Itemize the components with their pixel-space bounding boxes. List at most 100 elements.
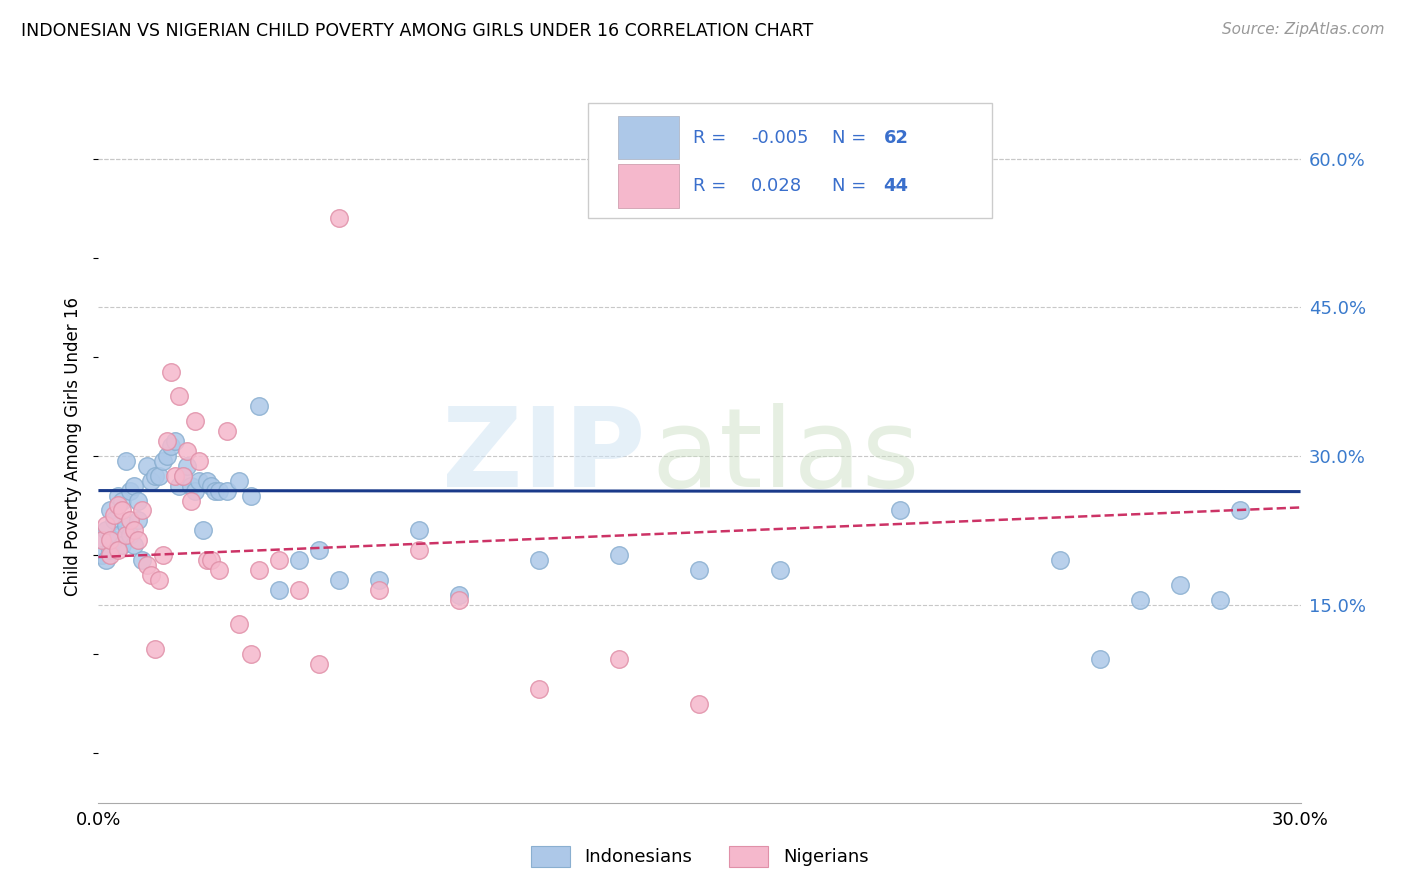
- Point: [100, 533, 122, 548]
- Point: [308, 657, 330, 671]
- Point: [103, 508, 125, 523]
- Legend: Indonesians, Nigerians: Indonesians, Nigerians: [522, 837, 877, 876]
- Text: atlas: atlas: [651, 403, 920, 510]
- Y-axis label: Child Poverty Among Girls Under 16: Child Poverty Among Girls Under 16: [65, 296, 83, 596]
- Point: [368, 573, 391, 587]
- Point: [159, 439, 181, 453]
- Point: [91, 533, 114, 548]
- Point: [139, 474, 162, 488]
- Point: [159, 365, 181, 379]
- Point: [267, 553, 290, 567]
- Point: [529, 681, 551, 696]
- Point: [215, 424, 238, 438]
- Point: [128, 533, 150, 548]
- Text: 44: 44: [883, 178, 908, 195]
- Text: N =: N =: [832, 178, 872, 195]
- Point: [120, 528, 142, 542]
- Point: [163, 468, 186, 483]
- Point: [111, 503, 134, 517]
- Point: [187, 454, 209, 468]
- Point: [247, 563, 270, 577]
- Point: [167, 389, 190, 403]
- Point: [172, 468, 194, 483]
- Point: [100, 503, 122, 517]
- Point: [889, 503, 911, 517]
- Point: [124, 523, 146, 537]
- Point: [100, 548, 122, 562]
- Point: [204, 483, 226, 498]
- Text: 0.028: 0.028: [751, 178, 803, 195]
- Point: [124, 478, 146, 492]
- Point: [100, 543, 122, 558]
- Point: [172, 468, 194, 483]
- Point: [143, 642, 166, 657]
- Text: N =: N =: [832, 128, 872, 146]
- Point: [408, 543, 430, 558]
- Point: [1049, 553, 1071, 567]
- Point: [115, 518, 138, 533]
- Point: [120, 513, 142, 527]
- Point: [148, 468, 170, 483]
- Point: [328, 573, 350, 587]
- Text: -0.005: -0.005: [751, 128, 808, 146]
- Point: [187, 474, 209, 488]
- Point: [111, 493, 134, 508]
- Point: [200, 478, 222, 492]
- Point: [155, 434, 177, 448]
- Point: [131, 503, 153, 517]
- Point: [107, 489, 129, 503]
- Text: R =: R =: [693, 178, 738, 195]
- Point: [447, 588, 470, 602]
- Point: [288, 553, 311, 567]
- Point: [408, 523, 430, 537]
- Point: [609, 652, 631, 666]
- Point: [115, 528, 138, 542]
- Point: [96, 553, 118, 567]
- Point: [176, 458, 198, 473]
- FancyBboxPatch shape: [617, 116, 679, 160]
- Point: [208, 483, 231, 498]
- Point: [152, 454, 174, 468]
- Point: [124, 538, 146, 552]
- Text: INDONESIAN VS NIGERIAN CHILD POVERTY AMONG GIRLS UNDER 16 CORRELATION CHART: INDONESIAN VS NIGERIAN CHILD POVERTY AMO…: [21, 22, 813, 40]
- Point: [447, 592, 470, 607]
- Point: [239, 489, 262, 503]
- Point: [107, 499, 129, 513]
- Point: [195, 474, 218, 488]
- Point: [368, 582, 391, 597]
- Point: [167, 478, 190, 492]
- Point: [163, 434, 186, 448]
- Point: [180, 493, 202, 508]
- Point: [689, 563, 711, 577]
- Point: [247, 400, 270, 414]
- Point: [228, 474, 250, 488]
- Point: [1088, 652, 1111, 666]
- Text: R =: R =: [693, 128, 733, 146]
- Point: [1209, 592, 1232, 607]
- Point: [139, 567, 162, 582]
- Point: [180, 478, 202, 492]
- Point: [120, 483, 142, 498]
- Point: [107, 528, 129, 542]
- Point: [215, 483, 238, 498]
- Point: [1229, 503, 1251, 517]
- Point: [115, 454, 138, 468]
- Point: [128, 513, 150, 527]
- Point: [529, 553, 551, 567]
- Point: [155, 449, 177, 463]
- Point: [152, 548, 174, 562]
- Point: [191, 523, 214, 537]
- Point: [96, 523, 118, 537]
- Point: [128, 493, 150, 508]
- Point: [103, 533, 125, 548]
- Point: [183, 414, 205, 428]
- Point: [689, 697, 711, 711]
- Point: [239, 647, 262, 661]
- Point: [107, 543, 129, 558]
- Point: [769, 563, 792, 577]
- Text: Source: ZipAtlas.com: Source: ZipAtlas.com: [1222, 22, 1385, 37]
- FancyBboxPatch shape: [588, 103, 991, 219]
- Point: [135, 458, 157, 473]
- Text: 62: 62: [883, 128, 908, 146]
- Point: [288, 582, 311, 597]
